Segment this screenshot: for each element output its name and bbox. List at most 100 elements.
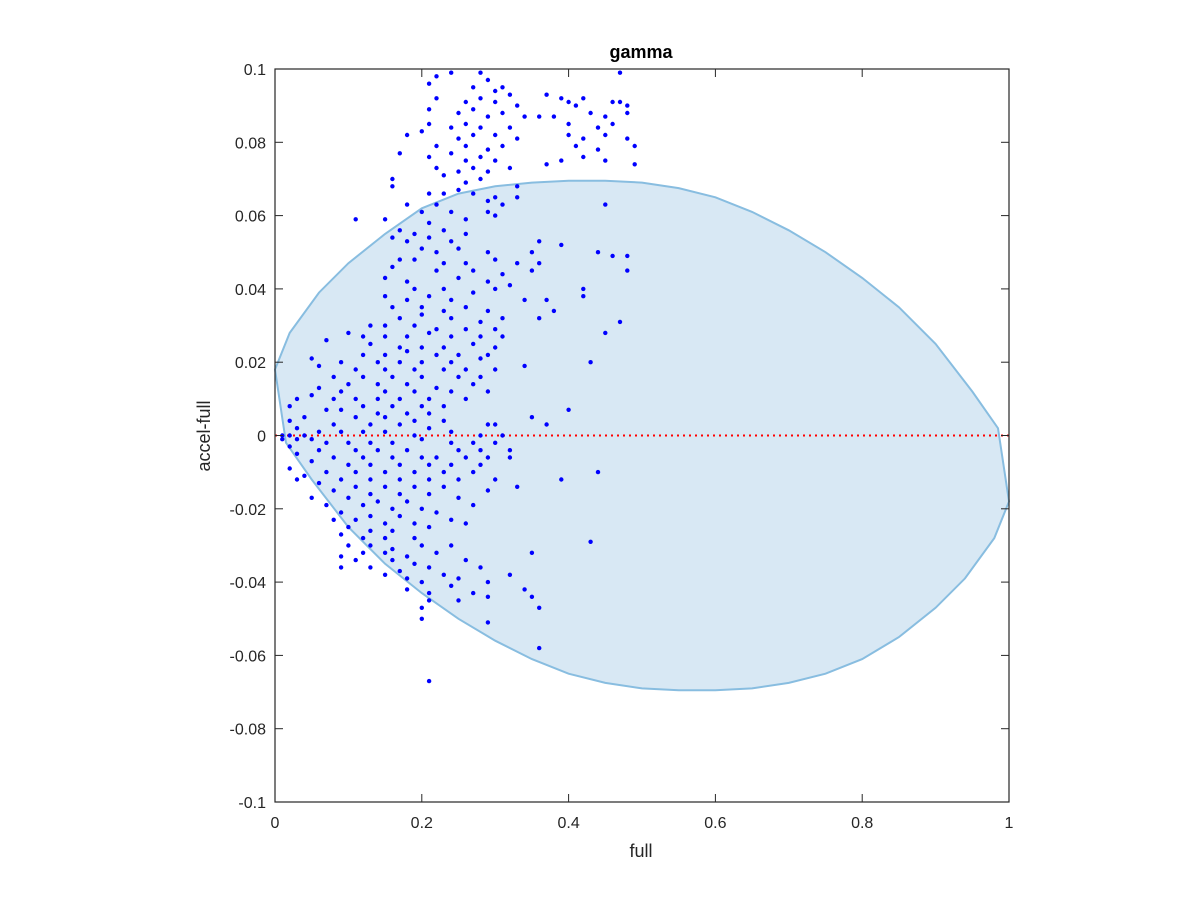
data-point <box>324 407 329 412</box>
y-tick-label: -0.04 <box>230 575 267 592</box>
data-point <box>471 165 476 171</box>
data-point <box>434 455 439 460</box>
y-axis-label: accel-full <box>194 400 214 471</box>
data-point <box>360 455 366 460</box>
data-point <box>566 132 571 138</box>
data-point <box>522 297 527 303</box>
data-point <box>434 202 439 207</box>
data-point <box>302 473 307 478</box>
data-point <box>404 239 410 244</box>
data-point <box>485 147 491 152</box>
data-point <box>382 217 388 222</box>
data-point <box>617 70 623 75</box>
data-point <box>485 198 491 204</box>
data-point <box>478 70 483 75</box>
data-point <box>515 261 520 266</box>
data-point <box>426 235 432 240</box>
data-point <box>338 477 344 482</box>
data-point <box>404 297 410 303</box>
data-point <box>397 462 402 467</box>
data-point <box>419 305 424 310</box>
data-point <box>346 462 351 467</box>
data-point <box>566 121 571 127</box>
data-point <box>426 220 432 226</box>
data-point <box>338 510 344 515</box>
data-point <box>309 356 314 361</box>
data-point <box>412 389 417 394</box>
data-point <box>456 246 461 251</box>
data-point <box>441 261 446 266</box>
data-point <box>566 99 571 105</box>
data-point <box>353 484 358 489</box>
data-point <box>456 187 461 193</box>
data-point <box>338 554 344 559</box>
data-point <box>302 433 307 438</box>
data-point <box>353 217 358 222</box>
data-point <box>287 466 292 471</box>
data-point <box>390 557 395 563</box>
data-point <box>412 257 417 262</box>
data-point <box>434 510 439 515</box>
data-point <box>338 407 344 412</box>
data-point <box>463 261 468 266</box>
data-point <box>441 308 446 314</box>
data-point <box>603 114 608 119</box>
data-point <box>397 316 402 321</box>
data-point <box>375 360 380 365</box>
data-point <box>493 345 498 350</box>
data-point <box>346 543 351 548</box>
data-point <box>441 418 446 423</box>
data-point <box>463 305 468 310</box>
data-point <box>449 334 454 339</box>
data-point <box>397 422 402 427</box>
data-point <box>426 107 432 112</box>
data-point <box>456 598 461 603</box>
data-point <box>390 440 395 445</box>
data-point <box>603 158 608 163</box>
data-point <box>434 327 439 332</box>
data-point <box>353 448 358 453</box>
data-point <box>478 433 483 438</box>
data-point <box>353 517 358 522</box>
data-point <box>625 253 630 259</box>
data-point <box>419 345 424 350</box>
data-point <box>449 209 454 215</box>
data-point <box>368 565 373 570</box>
data-point <box>404 132 410 138</box>
data-point <box>478 96 483 101</box>
data-point <box>471 191 476 196</box>
data-point <box>382 484 388 489</box>
data-point <box>463 557 468 563</box>
data-point <box>449 70 454 75</box>
data-point <box>331 455 336 460</box>
data-point <box>529 550 535 555</box>
data-point <box>368 477 373 482</box>
data-point <box>471 590 476 596</box>
data-point <box>493 195 498 200</box>
data-point <box>346 382 351 387</box>
data-point <box>419 616 424 621</box>
x-tick-label: 0.2 <box>411 815 433 832</box>
data-point <box>485 594 491 599</box>
data-point <box>449 297 454 303</box>
data-point <box>463 455 468 460</box>
data-point <box>419 404 424 409</box>
data-point <box>471 382 476 387</box>
data-point <box>426 81 432 86</box>
data-point <box>485 77 491 83</box>
data-point <box>382 275 388 281</box>
data-point <box>493 99 498 105</box>
data-point <box>500 85 505 90</box>
data-point <box>316 448 322 453</box>
data-point <box>368 491 373 497</box>
y-tick-label: 0 <box>257 429 266 446</box>
data-point <box>485 352 491 358</box>
data-point <box>522 114 527 119</box>
data-point <box>390 455 395 460</box>
data-point <box>412 561 417 566</box>
data-point <box>316 429 322 434</box>
y-tick-label: 0.04 <box>235 282 266 299</box>
data-point <box>573 143 579 149</box>
data-point <box>404 279 410 284</box>
data-point <box>412 484 417 489</box>
